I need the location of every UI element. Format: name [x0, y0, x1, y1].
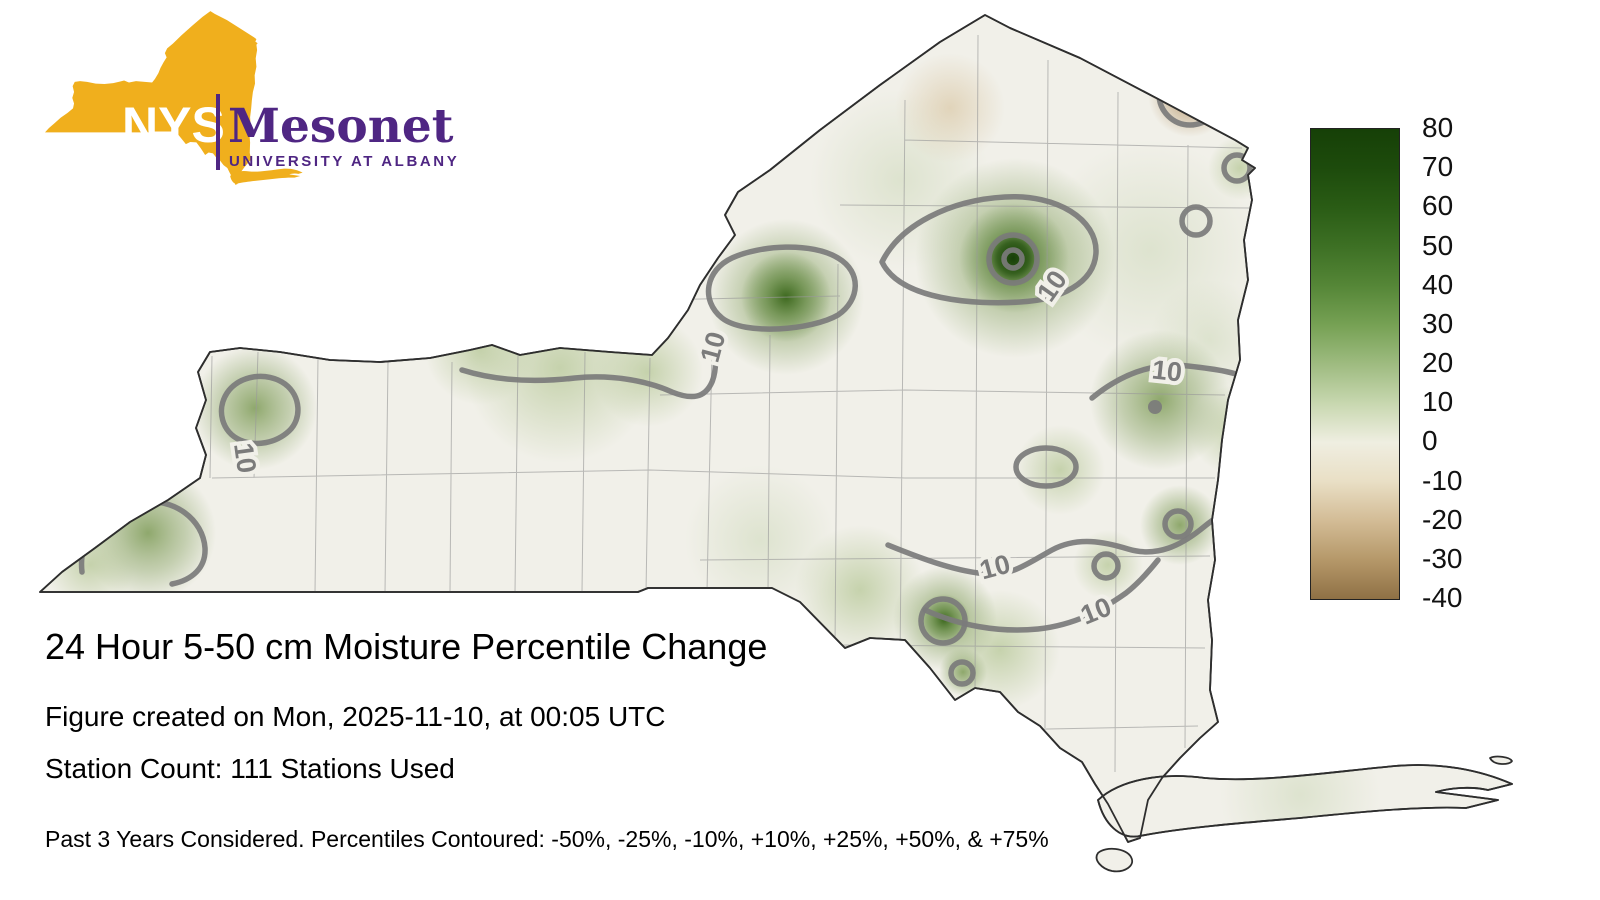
footnote: Past 3 Years Considered. Percentiles Con…	[45, 826, 1049, 852]
county-borders	[209, 34, 1251, 773]
colorbar-tick: 60	[1422, 190, 1454, 221]
contour-label: 10	[1150, 355, 1183, 388]
nys-mesonet-logo: NYS Mesonet UNIVERSITY AT ALBANY	[45, 11, 459, 185]
colorbar-tick: -10	[1422, 465, 1463, 496]
logo-divider	[216, 94, 220, 170]
logo-affiliation: UNIVERSITY AT ALBANY	[229, 153, 459, 170]
colorbar-tick: -20	[1422, 504, 1463, 535]
colorbar-tick: 20	[1422, 347, 1454, 378]
created-timestamp: Figure created on Mon, 2025-11-10, at 00…	[45, 701, 666, 732]
colorbar-tick: 70	[1422, 151, 1454, 182]
contour-label: 10	[228, 441, 262, 475]
colorbar-tick: 30	[1422, 308, 1454, 339]
colorbar-tick: -30	[1422, 543, 1463, 574]
colorbar-tick: 50	[1422, 230, 1454, 261]
moisture-field	[45, 34, 1380, 842]
colorbar-tick: 10	[1422, 386, 1454, 417]
colorbar-tick: 40	[1422, 269, 1454, 300]
colorbar-tick: 0	[1422, 425, 1438, 456]
station-count: Station Count: 111 Stations Used	[45, 753, 455, 784]
colorbar-tick: 80	[1422, 112, 1454, 143]
logo-acronym: NYS	[122, 97, 225, 153]
contour-lines	[78, 60, 1265, 687]
figure-title: 24 Hour 5-50 cm Moisture Percentile Chan…	[45, 626, 768, 667]
colorbar-gradient	[1310, 128, 1400, 600]
logo-wordmark: Mesonet	[228, 99, 454, 154]
colorbar-tick: -40	[1422, 582, 1463, 613]
